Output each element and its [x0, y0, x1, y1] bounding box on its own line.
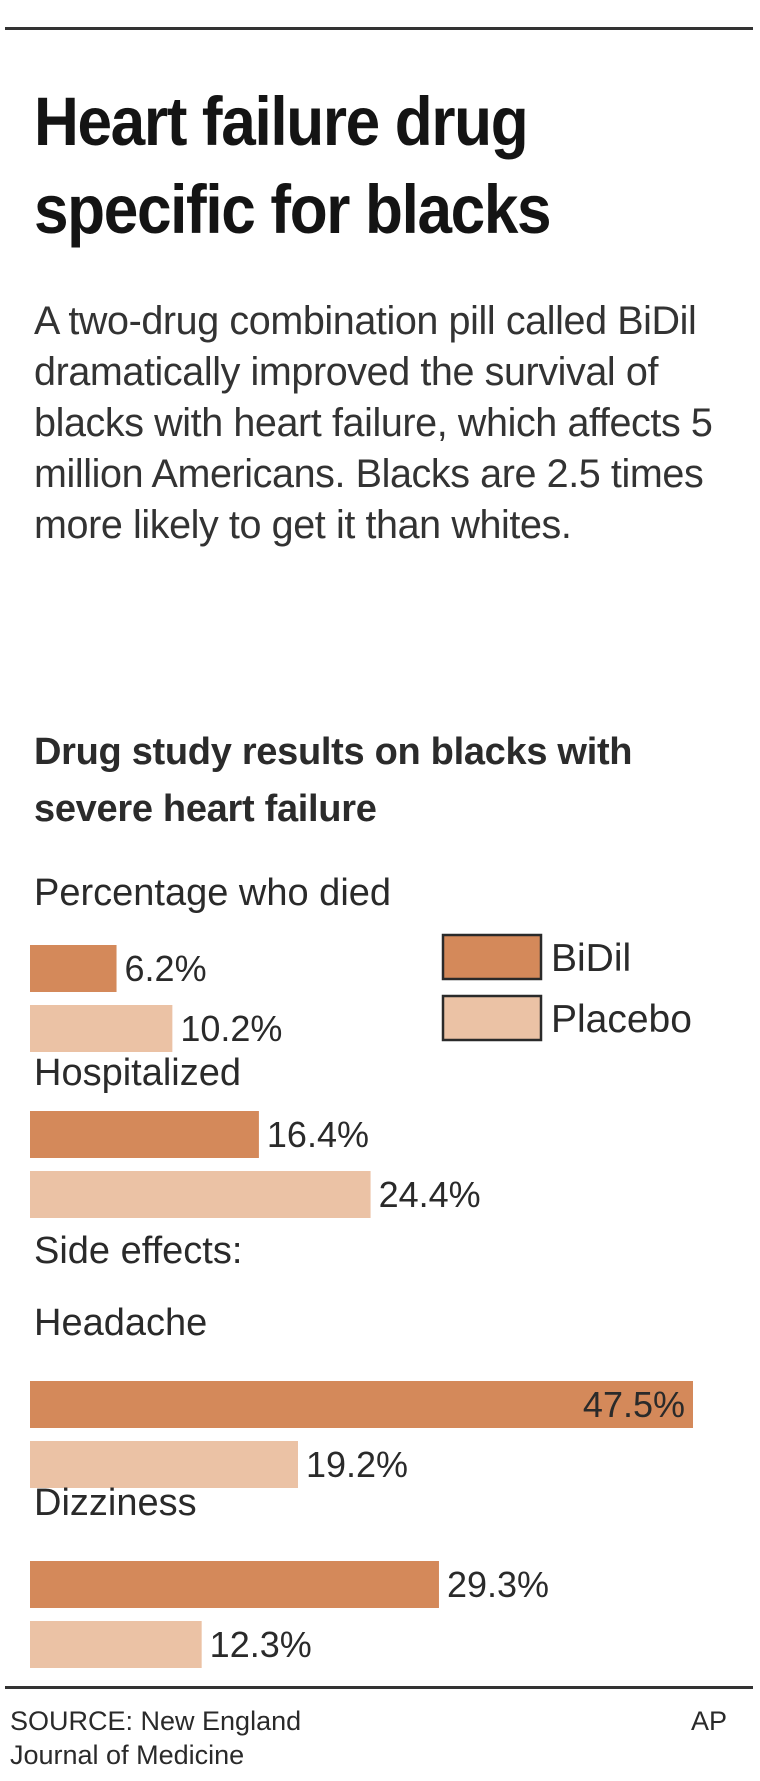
group-label: Hospitalized — [34, 1052, 241, 1094]
top-rule — [5, 27, 753, 30]
value-label: 16.4% — [267, 1114, 369, 1155]
group-label: Percentage who died — [34, 872, 391, 914]
value-label: 47.5% — [583, 1384, 685, 1425]
bar-bidil — [30, 1561, 439, 1608]
value-label: 19.2% — [306, 1444, 408, 1485]
group-label: Headache — [34, 1302, 207, 1344]
bar-placebo — [30, 1441, 298, 1488]
legend-swatch-placebo — [441, 994, 543, 1042]
legend-label-bidil: BiDil — [551, 937, 631, 980]
source-line-2: Journal of Medicine — [10, 1740, 245, 1770]
group-label: Dizziness — [34, 1482, 197, 1524]
bar-placebo — [30, 1005, 173, 1052]
bar-bidil — [30, 1381, 693, 1428]
value-label: 10.2% — [180, 1008, 282, 1049]
legend-swatch-bidil — [441, 933, 543, 981]
bar-bidil — [30, 945, 117, 992]
chart-subhead: Drug study results on blacks with severe… — [34, 731, 633, 830]
bar-placebo — [30, 1621, 202, 1668]
bar-bidil — [30, 1111, 259, 1158]
credit: AP — [691, 1706, 728, 1736]
source-line-1: SOURCE: New England — [10, 1706, 302, 1736]
value-label: 24.4% — [379, 1174, 481, 1215]
value-label: 12.3% — [210, 1624, 312, 1665]
bar-placebo — [30, 1171, 371, 1218]
legend-label-placebo: Placebo — [551, 998, 692, 1041]
value-label: 6.2% — [125, 948, 207, 989]
intro-text: A two-drug combination pill called BiDil… — [34, 299, 713, 547]
section-label: Side effects: — [34, 1230, 242, 1272]
headline: Heart failure drug specific for blacks — [34, 83, 552, 248]
bottom-rule — [5, 1686, 753, 1689]
value-label: 29.3% — [447, 1564, 549, 1605]
